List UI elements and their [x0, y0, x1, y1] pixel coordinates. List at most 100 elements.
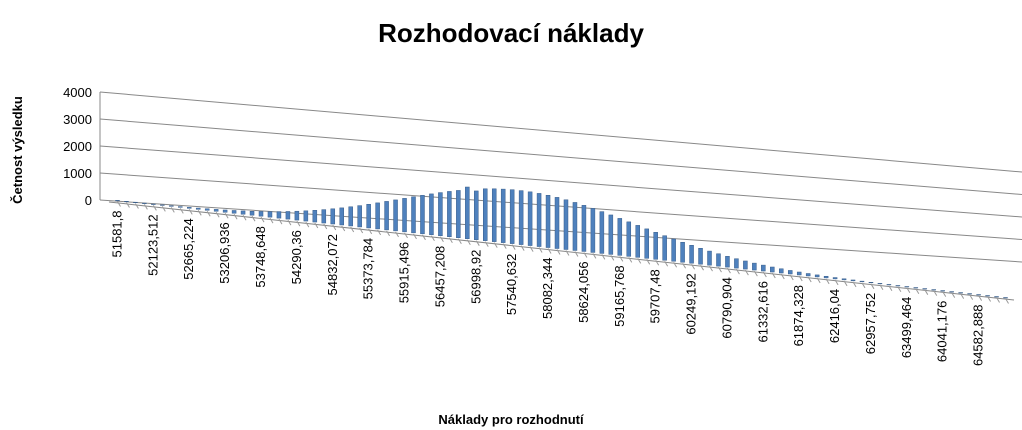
bar: [922, 288, 928, 290]
x-tick: [816, 277, 821, 284]
bar: [599, 211, 605, 254]
bar: [832, 277, 838, 280]
x-tick-label: 59707,48: [648, 269, 663, 323]
bar: [752, 262, 757, 271]
bar: [707, 250, 712, 266]
x-tick: [637, 258, 642, 264]
x-tick: [592, 253, 597, 259]
x-tick: [583, 252, 588, 258]
x-tick: [448, 237, 453, 244]
bar: [429, 193, 434, 236]
x-tick: [951, 292, 956, 298]
x-tick: [332, 224, 337, 231]
bar: [913, 287, 919, 289]
y-axis-label: Četnost výsledku: [10, 96, 25, 204]
x-tick: [404, 232, 408, 239]
x-tick: [242, 214, 247, 221]
bar: [303, 210, 309, 222]
x-tick: [556, 249, 561, 255]
bar: [384, 201, 389, 231]
bar: [186, 207, 192, 209]
bar: [796, 271, 802, 276]
bar: [151, 203, 156, 205]
x-tick: [511, 244, 516, 250]
x-tick: [709, 265, 713, 272]
x-tick: [502, 243, 507, 249]
x-tick-label: 60790,904: [719, 277, 734, 338]
bar: [330, 208, 336, 225]
bar: [420, 195, 425, 235]
x-tick-label: 59165,768: [612, 265, 627, 326]
y-tick-label: 0: [85, 193, 92, 208]
bar: [626, 221, 632, 257]
x-tick: [861, 282, 866, 289]
bar: [725, 256, 730, 268]
bar: [680, 241, 685, 263]
bar: [689, 245, 694, 264]
bar: [536, 193, 542, 247]
bar: [608, 214, 614, 255]
bar: [644, 228, 649, 259]
x-tick: [655, 260, 660, 266]
bar: [276, 211, 282, 219]
bar: [859, 280, 865, 283]
bar: [438, 192, 443, 237]
bar: [590, 208, 596, 253]
x-tick: [170, 207, 175, 213]
x-tick: [691, 263, 695, 270]
x-tick-label: 55915,496: [397, 242, 412, 303]
bar: [814, 274, 820, 278]
bar: [474, 190, 479, 240]
bar: [662, 235, 667, 261]
bar: [770, 266, 775, 273]
x-tick: [368, 228, 373, 235]
x-tick: [484, 241, 489, 247]
bar: [527, 191, 533, 246]
bar: [169, 205, 174, 207]
bar: [258, 211, 264, 217]
bar: [321, 209, 327, 224]
x-tick-label: 53206,936: [217, 222, 232, 283]
bar: [465, 186, 470, 239]
x-tick: [628, 257, 633, 263]
bar: [231, 210, 237, 214]
x-tick: [215, 212, 220, 218]
x-tick: [906, 287, 911, 293]
x-tick: [987, 296, 992, 302]
bar: [267, 211, 273, 218]
bar: [240, 210, 246, 215]
x-tick-label: 58082,344: [540, 258, 555, 319]
x-tick: [493, 242, 498, 248]
x-tick: [314, 222, 319, 229]
y-tick-label: 1000: [63, 166, 92, 181]
bar: [142, 202, 147, 204]
grid-line: [99, 145, 1022, 218]
bar: [204, 208, 210, 211]
grid-line: [99, 91, 1022, 173]
bar: [671, 238, 676, 262]
x-tick: [601, 254, 606, 260]
x-tick: [413, 233, 417, 240]
bar: [958, 292, 963, 294]
bar: [823, 275, 829, 279]
bar: [285, 211, 291, 220]
bar: [411, 196, 416, 234]
x-tick: [126, 202, 130, 208]
bar: [868, 282, 874, 284]
x-tick: [727, 267, 731, 274]
x-tick: [798, 275, 803, 282]
x-tick: [700, 264, 704, 271]
x-tick: [269, 217, 274, 224]
bar: [635, 225, 640, 258]
x-tick-label: 56457,208: [432, 246, 447, 307]
bar: [761, 264, 766, 272]
x-tick: [718, 266, 722, 273]
x-tick: [134, 203, 139, 209]
bar: [563, 199, 569, 250]
bar: [743, 260, 748, 270]
x-tick: [619, 256, 624, 262]
x-tick-label: 58624,056: [576, 261, 591, 322]
bar: [222, 209, 228, 213]
x-tick-label: 54832,072: [325, 234, 340, 295]
